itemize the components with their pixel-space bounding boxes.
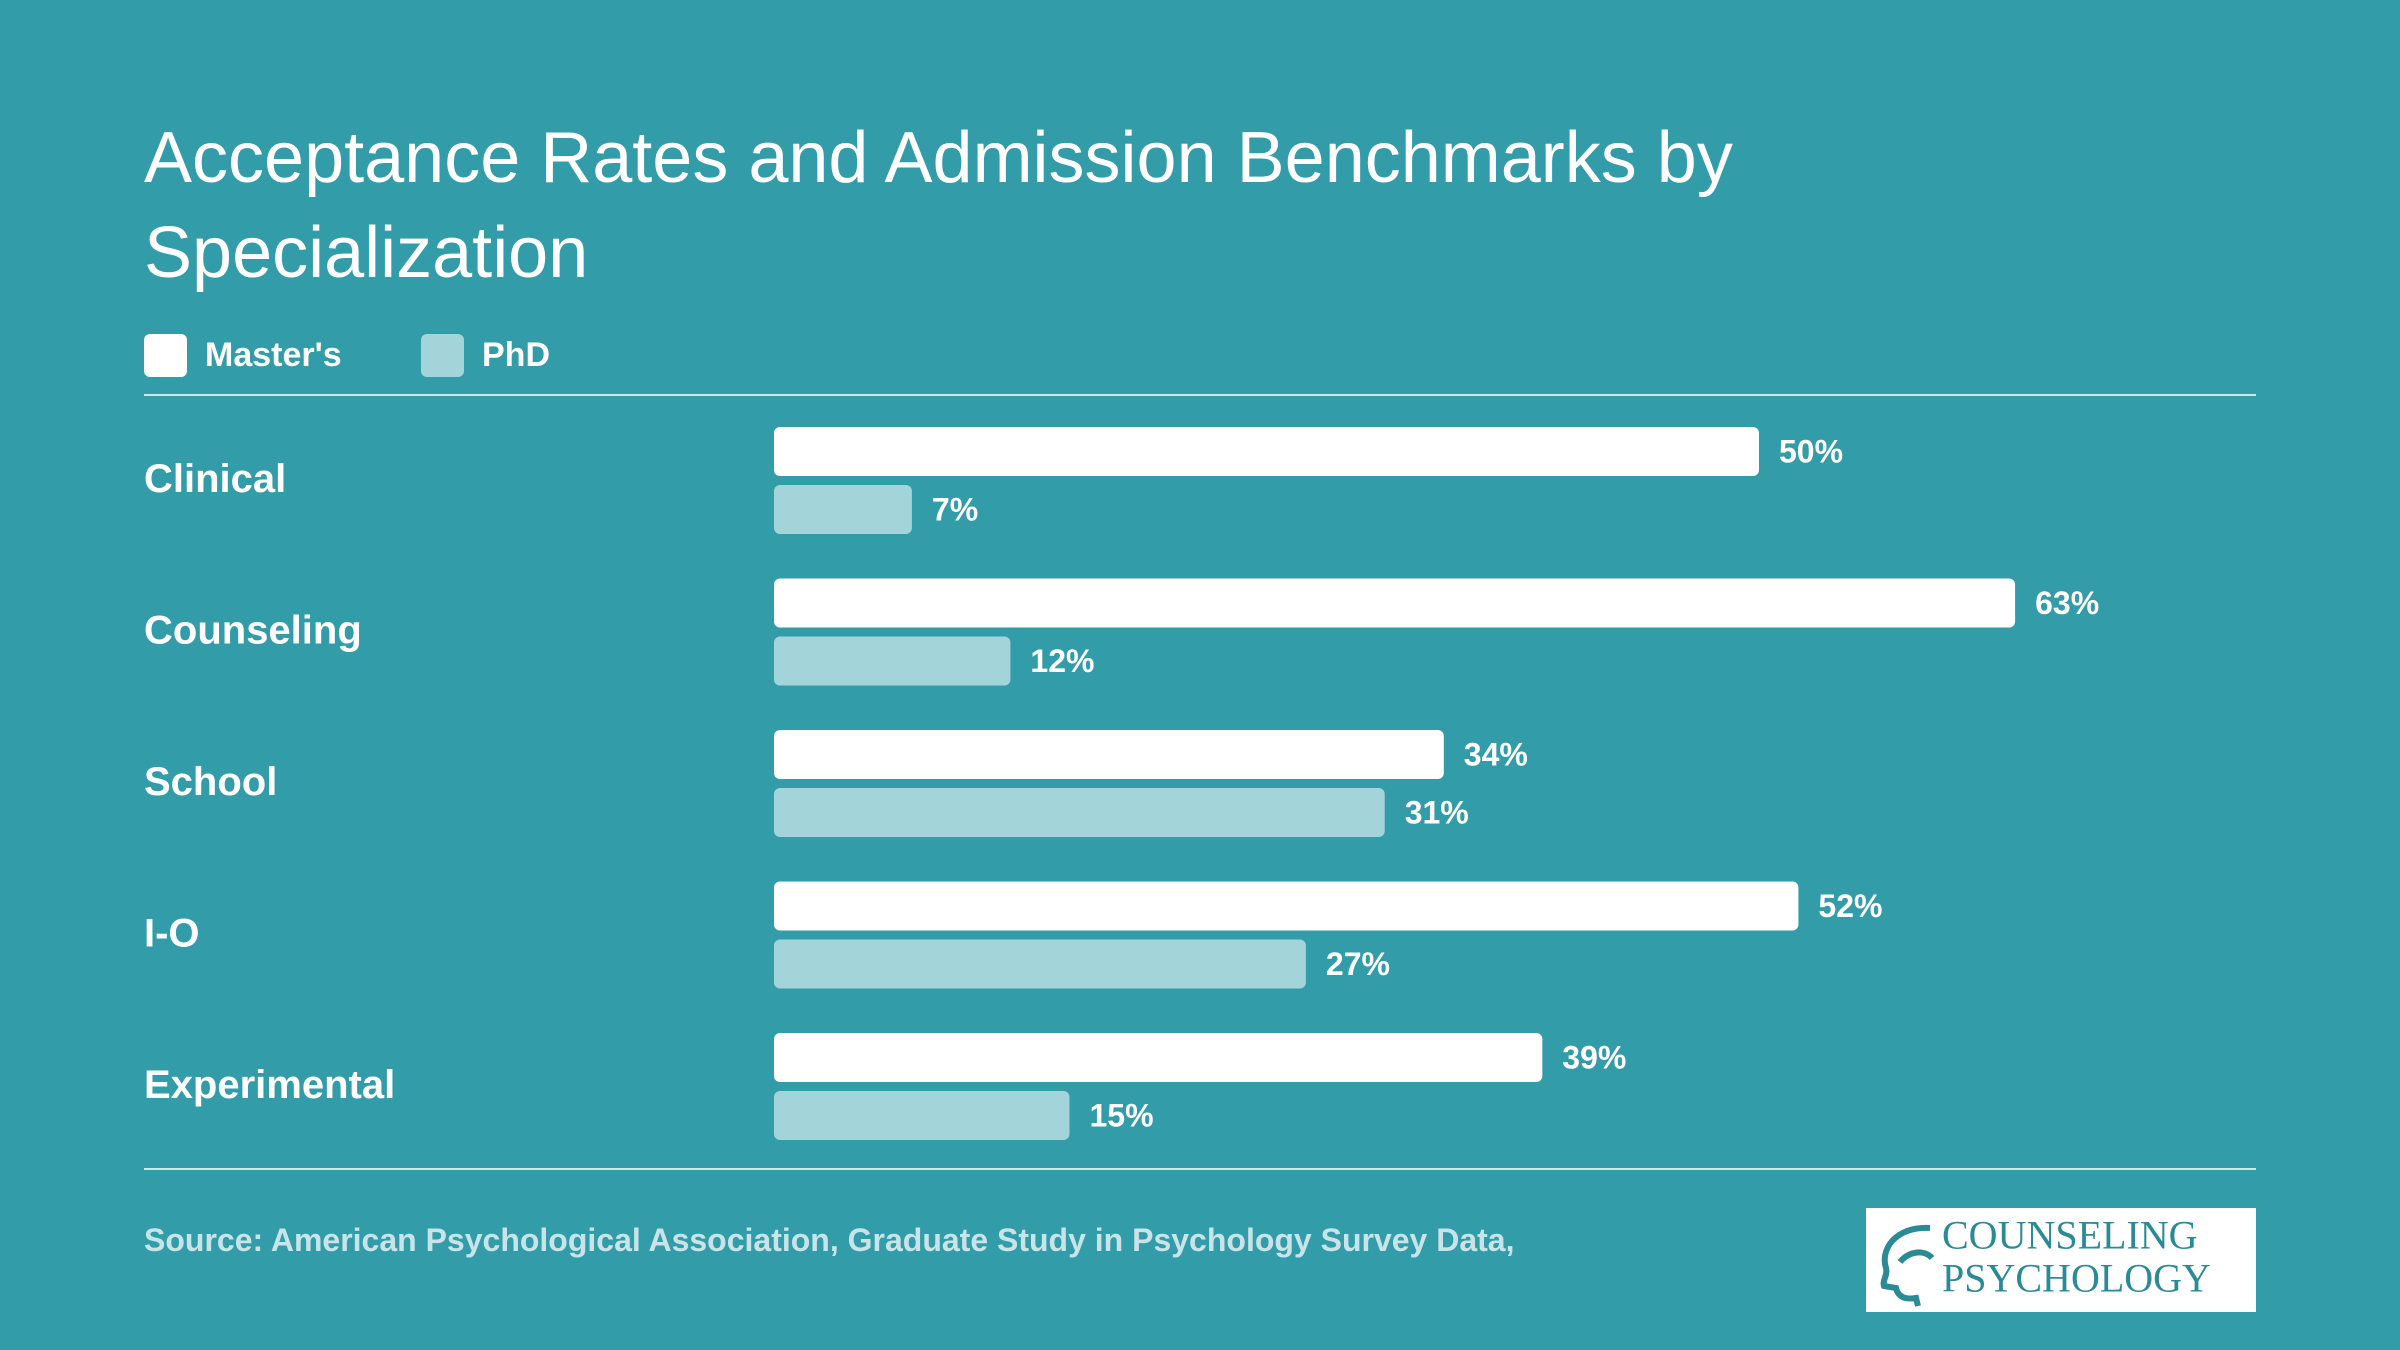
category-label: Counseling (144, 609, 362, 653)
value-label: 15% (1090, 1098, 1154, 1134)
bar (774, 1091, 1070, 1140)
bar (774, 1033, 1543, 1082)
logo-box (1866, 1208, 2256, 1312)
legend-label: Master's (205, 336, 342, 374)
value-label: 31% (1405, 795, 1469, 831)
logo-text: COUNSELING (1942, 1213, 2198, 1258)
value-label: 52% (1818, 888, 1882, 924)
source: Source: American Psychological Associati… (144, 1222, 1514, 1258)
value-label: 63% (2035, 585, 2099, 621)
value-label: 34% (1464, 737, 1528, 773)
value-label: 39% (1562, 1040, 1626, 1076)
bar (774, 427, 1759, 476)
value-label: 27% (1326, 946, 1390, 982)
legend-swatch (421, 334, 464, 377)
category-label: Clinical (144, 457, 286, 501)
legend-label: PhD (482, 336, 550, 374)
bar (774, 730, 1444, 779)
bar (774, 788, 1385, 837)
category-label: School (144, 760, 277, 804)
bar (774, 578, 2016, 628)
bar (774, 881, 1799, 931)
category-label: I-O (144, 912, 200, 956)
logo-text: PSYCHOLOGY (1942, 1256, 2211, 1301)
bar (774, 636, 1011, 686)
logo-icon (1880, 1224, 1935, 1307)
logo: COUNSELING PSYCHOLOGY (1866, 1208, 2256, 1312)
bar (774, 939, 1306, 989)
value-label: 50% (1779, 434, 1843, 470)
bar (774, 485, 912, 534)
value-label: 7% (932, 492, 978, 528)
category-label: Experimental (144, 1063, 395, 1107)
value-label: 12% (1030, 643, 1094, 679)
chart-title: Acceptance Rates and Admission Benchmark… (144, 118, 1733, 293)
legend-swatch (144, 334, 187, 377)
